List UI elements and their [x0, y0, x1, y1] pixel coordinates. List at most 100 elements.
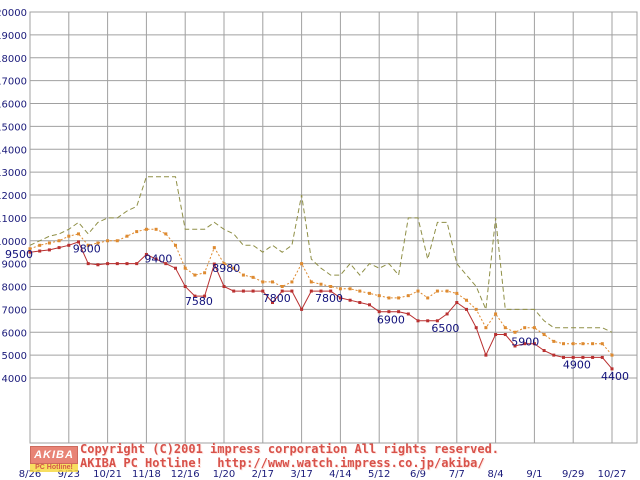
marker-average-orange-dashed [610, 353, 614, 357]
marker-average-orange-dashed [193, 273, 197, 277]
data-label: 4900 [563, 358, 591, 371]
x-tick-label: 12/16 [171, 469, 200, 480]
y-tick-label: 5000 [2, 351, 27, 362]
y-tick-label: 9000 [2, 260, 27, 271]
marker-average-orange-dashed [416, 289, 420, 293]
marker-average-orange-dashed [397, 296, 401, 300]
data-label: 7800 [315, 292, 343, 305]
marker-average-orange-dashed [474, 307, 478, 311]
marker-lowest-red-solid [67, 243, 71, 247]
x-tick-label: 9/29 [562, 469, 584, 480]
x-tick-label: 4/14 [329, 469, 351, 480]
marker-average-orange-dashed [212, 246, 216, 250]
series-highest-olive-dashed [29, 176, 613, 333]
y-tick-label: 18000 [0, 54, 27, 65]
marker-lowest-red-solid [77, 240, 80, 244]
marker-lowest-red-solid [552, 353, 556, 357]
marker-average-orange-dashed [86, 243, 90, 247]
marker-lowest-red-solid [465, 307, 468, 311]
marker-lowest-red-solid [232, 289, 236, 293]
marker-average-orange-dashed [329, 285, 333, 288]
marker-lowest-red-solid [474, 326, 478, 330]
y-tick-label: 14000 [0, 145, 27, 156]
marker-average-orange-dashed [125, 234, 129, 238]
marker-lowest-red-solid [300, 307, 304, 311]
marker-average-orange-dashed [319, 282, 323, 286]
marker-lowest-red-solid [494, 333, 498, 337]
marker-lowest-red-solid [174, 266, 177, 270]
marker-average-orange-dashed [513, 330, 517, 334]
y-tick-label: 16000 [0, 100, 27, 111]
marker-average-orange-dashed [338, 287, 342, 291]
x-tick-label: 6/9 [410, 469, 426, 480]
marker-average-orange-dashed [377, 294, 381, 298]
marker-average-orange-dashed [222, 262, 226, 266]
marker-lowest-red-solid [203, 294, 207, 298]
marker-average-orange-dashed [348, 287, 352, 291]
marker-average-orange-dashed [144, 227, 148, 231]
marker-lowest-red-solid [290, 289, 294, 293]
y-tick-label: 15000 [0, 122, 27, 133]
data-label: 5900 [511, 336, 539, 349]
marker-average-orange-dashed [271, 280, 274, 284]
marker-average-orange-dashed [203, 271, 207, 275]
y-tick-label: 6000 [2, 328, 27, 339]
marker-average-orange-dashed [280, 285, 284, 288]
marker-average-orange-dashed [426, 296, 430, 300]
marker-average-orange-dashed [435, 289, 439, 293]
marker-average-orange-dashed [358, 289, 362, 293]
marker-lowest-red-solid [86, 262, 90, 266]
marker-average-orange-dashed [96, 241, 100, 245]
data-label: 9500 [5, 248, 33, 261]
marker-lowest-red-solid [115, 262, 119, 266]
logo-pchotline-text: PC Hotline! [30, 464, 78, 472]
marker-lowest-red-solid [280, 289, 284, 293]
marker-average-orange-dashed [77, 232, 80, 236]
copyright-line1: Copyright (C)2001 impress corporation Al… [80, 442, 500, 456]
marker-lowest-red-solid [532, 342, 536, 346]
series-lowest-red-solid [29, 241, 613, 370]
data-label: 9800 [73, 242, 101, 255]
x-tick-label: 8/26 [19, 469, 41, 480]
marker-lowest-red-solid [542, 349, 546, 353]
y-tick-label: 12000 [0, 191, 27, 202]
marker-lowest-red-solid [164, 262, 168, 266]
marker-average-orange-dashed [164, 232, 168, 236]
marker-average-orange-dashed [465, 298, 468, 302]
marker-lowest-red-solid [125, 262, 129, 266]
marker-average-orange-dashed [503, 326, 507, 330]
marker-lowest-red-solid [154, 257, 158, 261]
y-tick-label: 20000 [0, 8, 27, 19]
marker-lowest-red-solid [358, 301, 362, 305]
marker-lowest-red-solid [251, 289, 255, 293]
marker-average-orange-dashed [455, 291, 459, 295]
marker-lowest-red-solid [513, 344, 517, 348]
marker-average-orange-dashed [154, 227, 158, 231]
marker-average-orange-dashed [106, 239, 110, 243]
x-tick-label: 9/23 [58, 469, 80, 480]
marker-lowest-red-solid [523, 342, 527, 346]
marker-average-orange-dashed [115, 239, 119, 243]
marker-lowest-red-solid [106, 262, 110, 266]
x-tick-label: 7/7 [449, 469, 465, 480]
marker-lowest-red-solid [222, 285, 226, 288]
marker-lowest-red-solid [47, 248, 51, 252]
data-label: 7580 [185, 295, 213, 308]
marker-lowest-red-solid [193, 294, 197, 298]
marker-average-orange-dashed [581, 342, 585, 346]
marker-lowest-red-solid [309, 289, 313, 293]
marker-lowest-red-solid [338, 296, 342, 300]
marker-lowest-red-solid [591, 355, 595, 359]
marker-average-orange-dashed [57, 239, 61, 243]
marker-lowest-red-solid [610, 367, 614, 371]
marker-lowest-red-solid [212, 262, 216, 266]
x-tick-label: 10/27 [598, 469, 627, 480]
y-tick-label: 8000 [2, 283, 27, 294]
marker-lowest-red-solid [387, 310, 391, 314]
marker-lowest-red-solid [329, 289, 333, 293]
marker-average-orange-dashed [484, 326, 488, 330]
marker-lowest-red-solid [397, 310, 401, 314]
